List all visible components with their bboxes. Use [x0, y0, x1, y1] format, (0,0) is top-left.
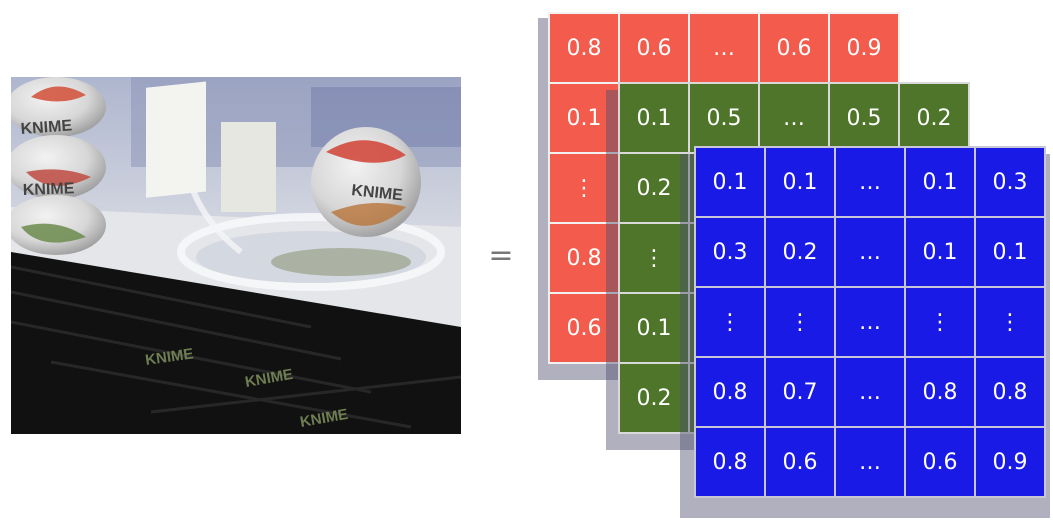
blue-cell-r1-c2: 0.1 [766, 148, 834, 216]
red-cell-r1-c2: 0.6 [620, 14, 688, 82]
red-cell-r3-c1: ⋮ [550, 154, 618, 222]
red-cell-r4-c1: 0.8 [550, 224, 618, 292]
blue-cell-r5-c2: 0.6 [766, 428, 834, 496]
blue-cell-r2-c3: … [836, 218, 904, 286]
green-cell-r1-c4: 0.5 [830, 84, 898, 152]
green-cell-r1-c3: … [760, 84, 828, 152]
green-cell-r1-c2: 0.5 [690, 84, 758, 152]
logo-text-ball-3: KNIME [351, 182, 404, 204]
red-cell-r2-c1: 0.1 [550, 84, 618, 152]
blue-cell-r4-c5: 0.8 [976, 358, 1044, 426]
blue-cell-r5-c4: 0.6 [906, 428, 974, 496]
blue-cell-r2-c2: 0.2 [766, 218, 834, 286]
logo-text-ball-2: KNIME [23, 180, 75, 199]
blue-cell-r2-c4: 0.1 [906, 218, 974, 286]
blue-cell-r1-c3: … [836, 148, 904, 216]
green-cell-r2-c1: 0.2 [620, 154, 688, 222]
blue-channel-matrix: 0.1 0.1… 0.1 0.3 0.3 0.2… 0.1 0.1 ⋮ ⋮… ⋮ ⋮ 0.8 0.7… 0.… [694, 146, 1046, 498]
blue-cell-r4-c2: 0.7 [766, 358, 834, 426]
blue-cell-r3-c2: ⋮ [766, 288, 834, 356]
red-cell-r1-c5: 0.9 [830, 14, 898, 82]
logo-text-pen-1: KNIME [144, 345, 194, 369]
input-photo: KNIME KNIME KNIME KNIME KNIME KNIME [11, 77, 461, 434]
blue-cell-r1-c4: 0.1 [906, 148, 974, 216]
green-cell-r1-c5: 0.2 [900, 84, 968, 152]
blue-cell-r2-c5: 0.1 [976, 218, 1044, 286]
red-cell-r1-c1: 0.8 [550, 14, 618, 82]
logo-text-ball-1: KNIME [20, 117, 73, 138]
blue-cell-r3-c1: ⋮ [696, 288, 764, 356]
equals-sign: = [488, 238, 514, 273]
red-cell-r1-c3: … [690, 14, 758, 82]
blue-cell-r4-c3: … [836, 358, 904, 426]
red-cell-r1-c4: 0.6 [760, 14, 828, 82]
blue-cell-r5-c1: 0.8 [696, 428, 764, 496]
blue-cell-r2-c1: 0.3 [696, 218, 764, 286]
blue-cell-r3-c3: … [836, 288, 904, 356]
red-cell-r5-c1: 0.6 [550, 294, 618, 362]
blue-cell-r3-c5: ⋮ [976, 288, 1044, 356]
blue-cell-r5-c5: 0.9 [976, 428, 1044, 496]
green-cell-r3-c1: ⋮ [620, 224, 688, 292]
blue-cell-r3-c4: ⋮ [906, 288, 974, 356]
photo-scene: KNIME KNIME KNIME KNIME KNIME KNIME [11, 77, 461, 434]
blue-cell-r1-c1: 0.1 [696, 148, 764, 216]
green-cell-r4-c1: 0.1 [620, 294, 688, 362]
blue-cell-r4-c1: 0.8 [696, 358, 764, 426]
blue-cell-r1-c5: 0.3 [976, 148, 1044, 216]
blue-cell-r4-c4: 0.8 [906, 358, 974, 426]
blue-cell-r5-c3: … [836, 428, 904, 496]
green-cell-r5-c1: 0.2 [620, 364, 688, 432]
green-cell-r1-c1: 0.1 [620, 84, 688, 152]
